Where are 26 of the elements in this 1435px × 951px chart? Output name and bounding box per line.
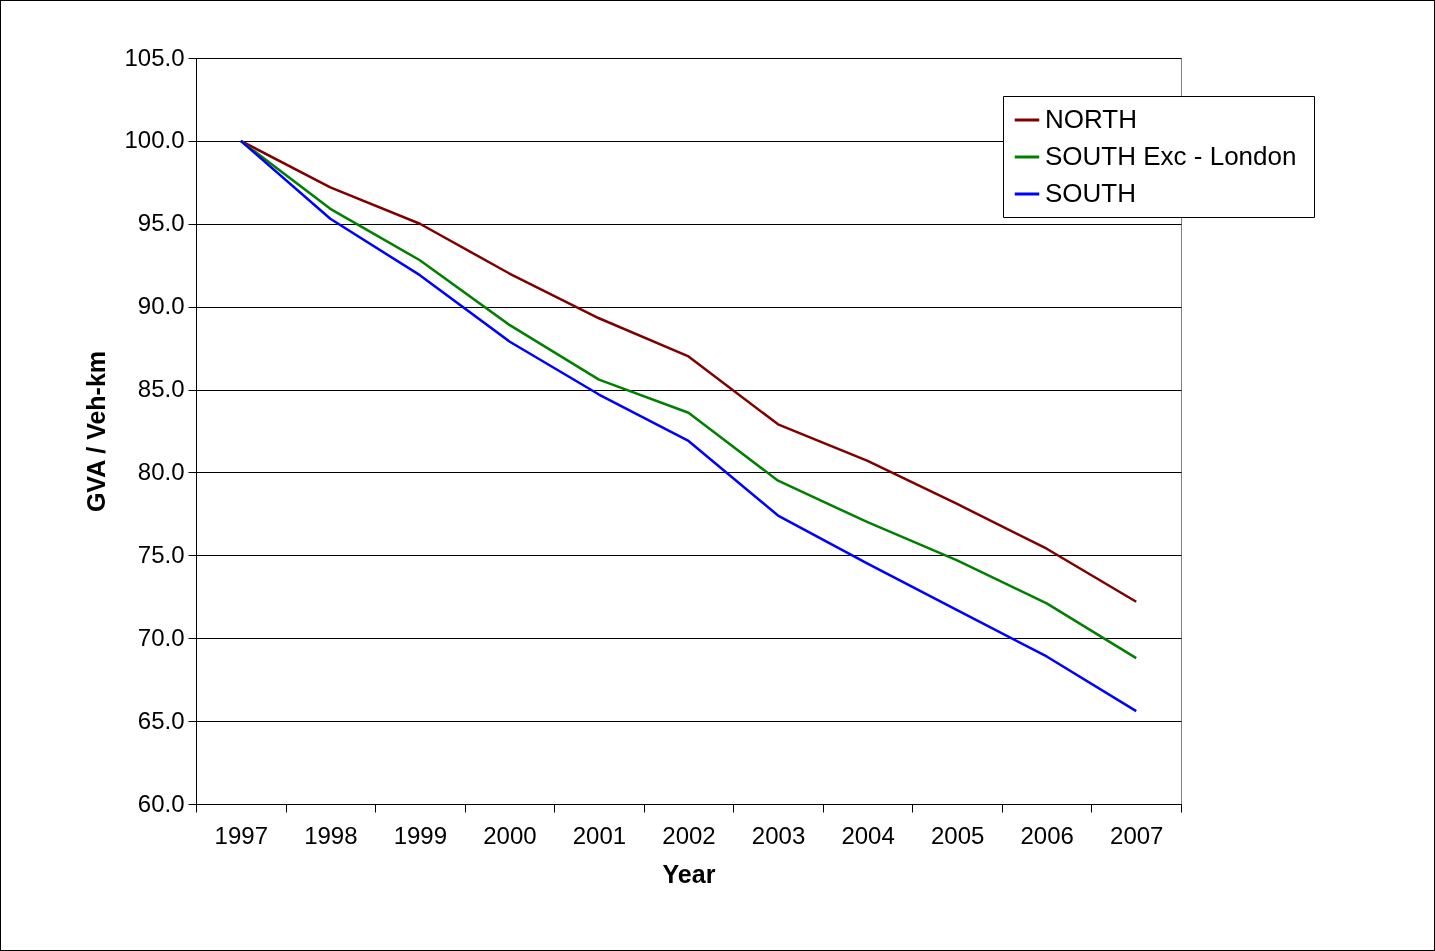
y-tick-label: 95.0 — [137, 209, 185, 237]
y-tick-label: 90.0 — [137, 292, 185, 320]
x-tick-label: 1999 — [393, 821, 448, 849]
x-tick-label: 2004 — [841, 821, 895, 849]
x-tick-label: 2005 — [930, 821, 985, 849]
y-tick-label: 70.0 — [137, 623, 185, 651]
x-tick-label: 2003 — [751, 821, 806, 849]
y-axis-title: GVA / Veh-km — [82, 350, 111, 513]
x-tick-label: 1997 — [214, 821, 268, 849]
legend-label: NORTH — [1045, 104, 1137, 134]
x-tick-label: 2007 — [1110, 821, 1164, 849]
x-tick-label: 2002 — [662, 821, 716, 849]
y-tick-label: 85.0 — [137, 375, 185, 403]
y-tick-label: 100.0 — [124, 126, 185, 154]
x-tick-label: 1998 — [304, 821, 358, 849]
x-axis-title: Year — [662, 859, 716, 888]
x-tick-label: 2006 — [1020, 821, 1074, 849]
y-tick-label: 80.0 — [137, 457, 185, 485]
legend-label: SOUTH Exc - London — [1045, 141, 1297, 171]
legend-label: SOUTH — [1045, 178, 1136, 208]
y-tick-label: 105.0 — [124, 43, 185, 71]
x-tick-label: 2001 — [572, 821, 627, 849]
y-tick-label: 75.0 — [137, 540, 185, 568]
y-tick-label: 65.0 — [137, 706, 185, 734]
y-tick-label: 60.0 — [137, 789, 185, 817]
x-tick-label: 2000 — [483, 821, 537, 849]
